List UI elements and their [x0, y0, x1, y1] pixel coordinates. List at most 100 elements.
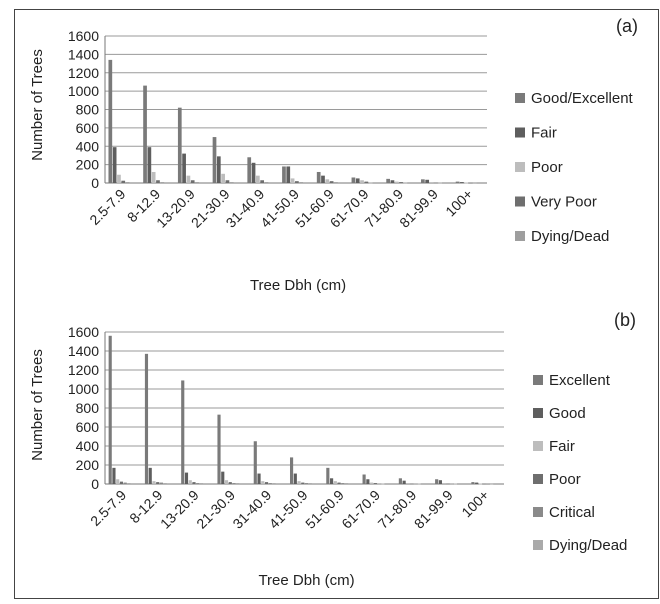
- x-axis-title: Tree Dbh (cm): [250, 277, 346, 294]
- bar-good-excellent-100+: [455, 181, 460, 183]
- legend-swatch: [533, 375, 543, 385]
- bar-excellent-51-60.9: [326, 467, 330, 484]
- y-tick-label: 1400: [68, 46, 99, 62]
- y-tick-label: 1200: [68, 65, 99, 81]
- bar-poor-8-12.9: [151, 171, 156, 183]
- x-axis-title: Tree Dbh (cm): [258, 572, 354, 589]
- bar-fair-51-60.9: [333, 481, 337, 484]
- bar-fair-81-99.9: [442, 483, 446, 484]
- y-tick-label: 600: [76, 120, 100, 136]
- bar-dying-dead-71-80.9: [417, 483, 421, 485]
- bar-good-excellent-2.5-7.9: [108, 59, 113, 184]
- y-tick-label: 0: [91, 476, 99, 492]
- bar-good-excellent-41-50.9: [282, 166, 286, 183]
- bar-good-excellent-61-70.9: [351, 177, 356, 183]
- bar-fair-13-20.9: [188, 480, 192, 484]
- y-tick-label: 800: [76, 400, 100, 416]
- bar-good-13-20.9: [184, 472, 189, 484]
- bar-good-excellent-8-12.9: [143, 85, 147, 183]
- bar-good-21-30.9: [221, 471, 225, 484]
- bar-dying-dead-71-80.9: [403, 182, 408, 184]
- bar-very-poor-31-40.9: [260, 180, 265, 183]
- legend-label: Poor: [531, 159, 563, 176]
- y-tick-label: 1600: [68, 28, 99, 44]
- panel-label: (a): [616, 16, 638, 36]
- bar-good-excellent-13-20.9: [177, 107, 182, 183]
- bar-poor-51-60.9: [337, 482, 341, 484]
- legend-swatch: [533, 408, 543, 418]
- y-tick-label: 0: [91, 175, 99, 191]
- bar-dying-dead-31-40.9: [272, 483, 276, 484]
- bar-very-poor-13-20.9: [190, 180, 195, 183]
- bar-fair-2.5-7.9: [116, 479, 120, 484]
- bar-excellent-13-20.9: [181, 380, 185, 484]
- bar-fair-41-50.9: [297, 481, 301, 484]
- legend-swatch: [533, 474, 543, 484]
- bar-dying-dead-8-12.9: [160, 182, 165, 183]
- bar-good-8-12.9: [148, 467, 152, 484]
- y-tick-label: 1000: [68, 381, 99, 397]
- bar-excellent-2.5-7.9: [108, 335, 112, 484]
- bar-dying-dead-2.5-7.9: [125, 182, 130, 183]
- bar-good-excellent-81-99.9: [421, 179, 425, 183]
- bar-fair-13-20.9: [182, 153, 186, 183]
- bar-dying-dead-21-30.9: [236, 483, 240, 484]
- bar-poor-2.5-7.9: [119, 481, 124, 484]
- legend-label: Poor: [549, 471, 581, 488]
- legend: Good/Excellent Fair Poor Very Poor Dying/Dea…: [515, 90, 634, 245]
- bar-dying-dead-13-20.9: [199, 483, 204, 484]
- bar-poor-71-80.9: [410, 483, 414, 485]
- bar-good-excellent-21-30.9: [212, 137, 217, 183]
- bar-critical-31-40.9: [268, 483, 272, 484]
- bar-excellent-81-99.9: [435, 479, 439, 484]
- bar-good-excellent-31-40.9: [247, 157, 252, 183]
- legend-swatch: [515, 196, 525, 207]
- bar-excellent-41-50.9: [289, 457, 294, 484]
- bar-very-poor-61-70.9: [364, 181, 369, 183]
- bar-dying-dead-51-60.9: [345, 483, 349, 484]
- bar-dying-dead-61-70.9: [381, 483, 385, 485]
- bar-fair-100+: [460, 182, 464, 183]
- legend: Excellent Good Fair Poor Critical Dying/Dead: [533, 372, 627, 554]
- bar-fair-71-80.9: [390, 180, 395, 183]
- bar-poor-100+: [482, 483, 486, 485]
- legend-label: Critical: [549, 504, 595, 521]
- bar-dying-dead-21-30.9: [229, 182, 234, 183]
- bar-fair-31-40.9: [261, 481, 265, 484]
- bar-very-poor-21-30.9: [225, 180, 230, 183]
- bar-good-31-40.9: [257, 473, 261, 484]
- bar-critical-81-99.9: [450, 483, 454, 485]
- bar-poor-2.5-7.9: [117, 174, 121, 183]
- legend-label: Good: [549, 405, 586, 422]
- bar-critical-21-30.9: [232, 483, 236, 484]
- bar-poor-41-50.9: [290, 178, 295, 183]
- bar-poor-31-40.9: [264, 482, 269, 484]
- bar-poor-51-60.9: [325, 179, 330, 183]
- bar-very-poor-51-60.9: [329, 181, 334, 183]
- bar-poor-41-50.9: [301, 482, 305, 484]
- bar-poor-81-99.9: [429, 182, 434, 183]
- bar-critical-100+: [486, 483, 490, 485]
- legend-label: Very Poor: [531, 194, 597, 211]
- bar-excellent-71-80.9: [398, 478, 402, 484]
- bar-very-poor-100+: [468, 182, 473, 184]
- legend-label: Fair: [531, 125, 557, 142]
- bar-excellent-61-70.9: [362, 474, 366, 484]
- bar-poor-31-40.9: [255, 175, 260, 183]
- bar-poor-13-20.9: [186, 175, 191, 183]
- bar-dying-dead-81-99.9: [438, 182, 442, 184]
- bar-fair-81-99.9: [425, 179, 430, 183]
- bar-critical-13-20.9: [196, 483, 200, 484]
- bar-fair-51-60.9: [321, 175, 325, 183]
- bar-good-2.5-7.9: [112, 467, 116, 484]
- y-tick-label: 200: [76, 457, 100, 473]
- bar-poor-61-70.9: [373, 483, 377, 484]
- bar-good-100+: [475, 482, 479, 484]
- legend-label: Fair: [549, 438, 575, 455]
- bar-dying-dead-2.5-7.9: [127, 483, 131, 484]
- legend-swatch: [515, 93, 525, 103]
- bar-good-71-80.9: [402, 480, 406, 484]
- bar-fair-71-80.9: [406, 483, 410, 484]
- legend-swatch: [533, 540, 543, 550]
